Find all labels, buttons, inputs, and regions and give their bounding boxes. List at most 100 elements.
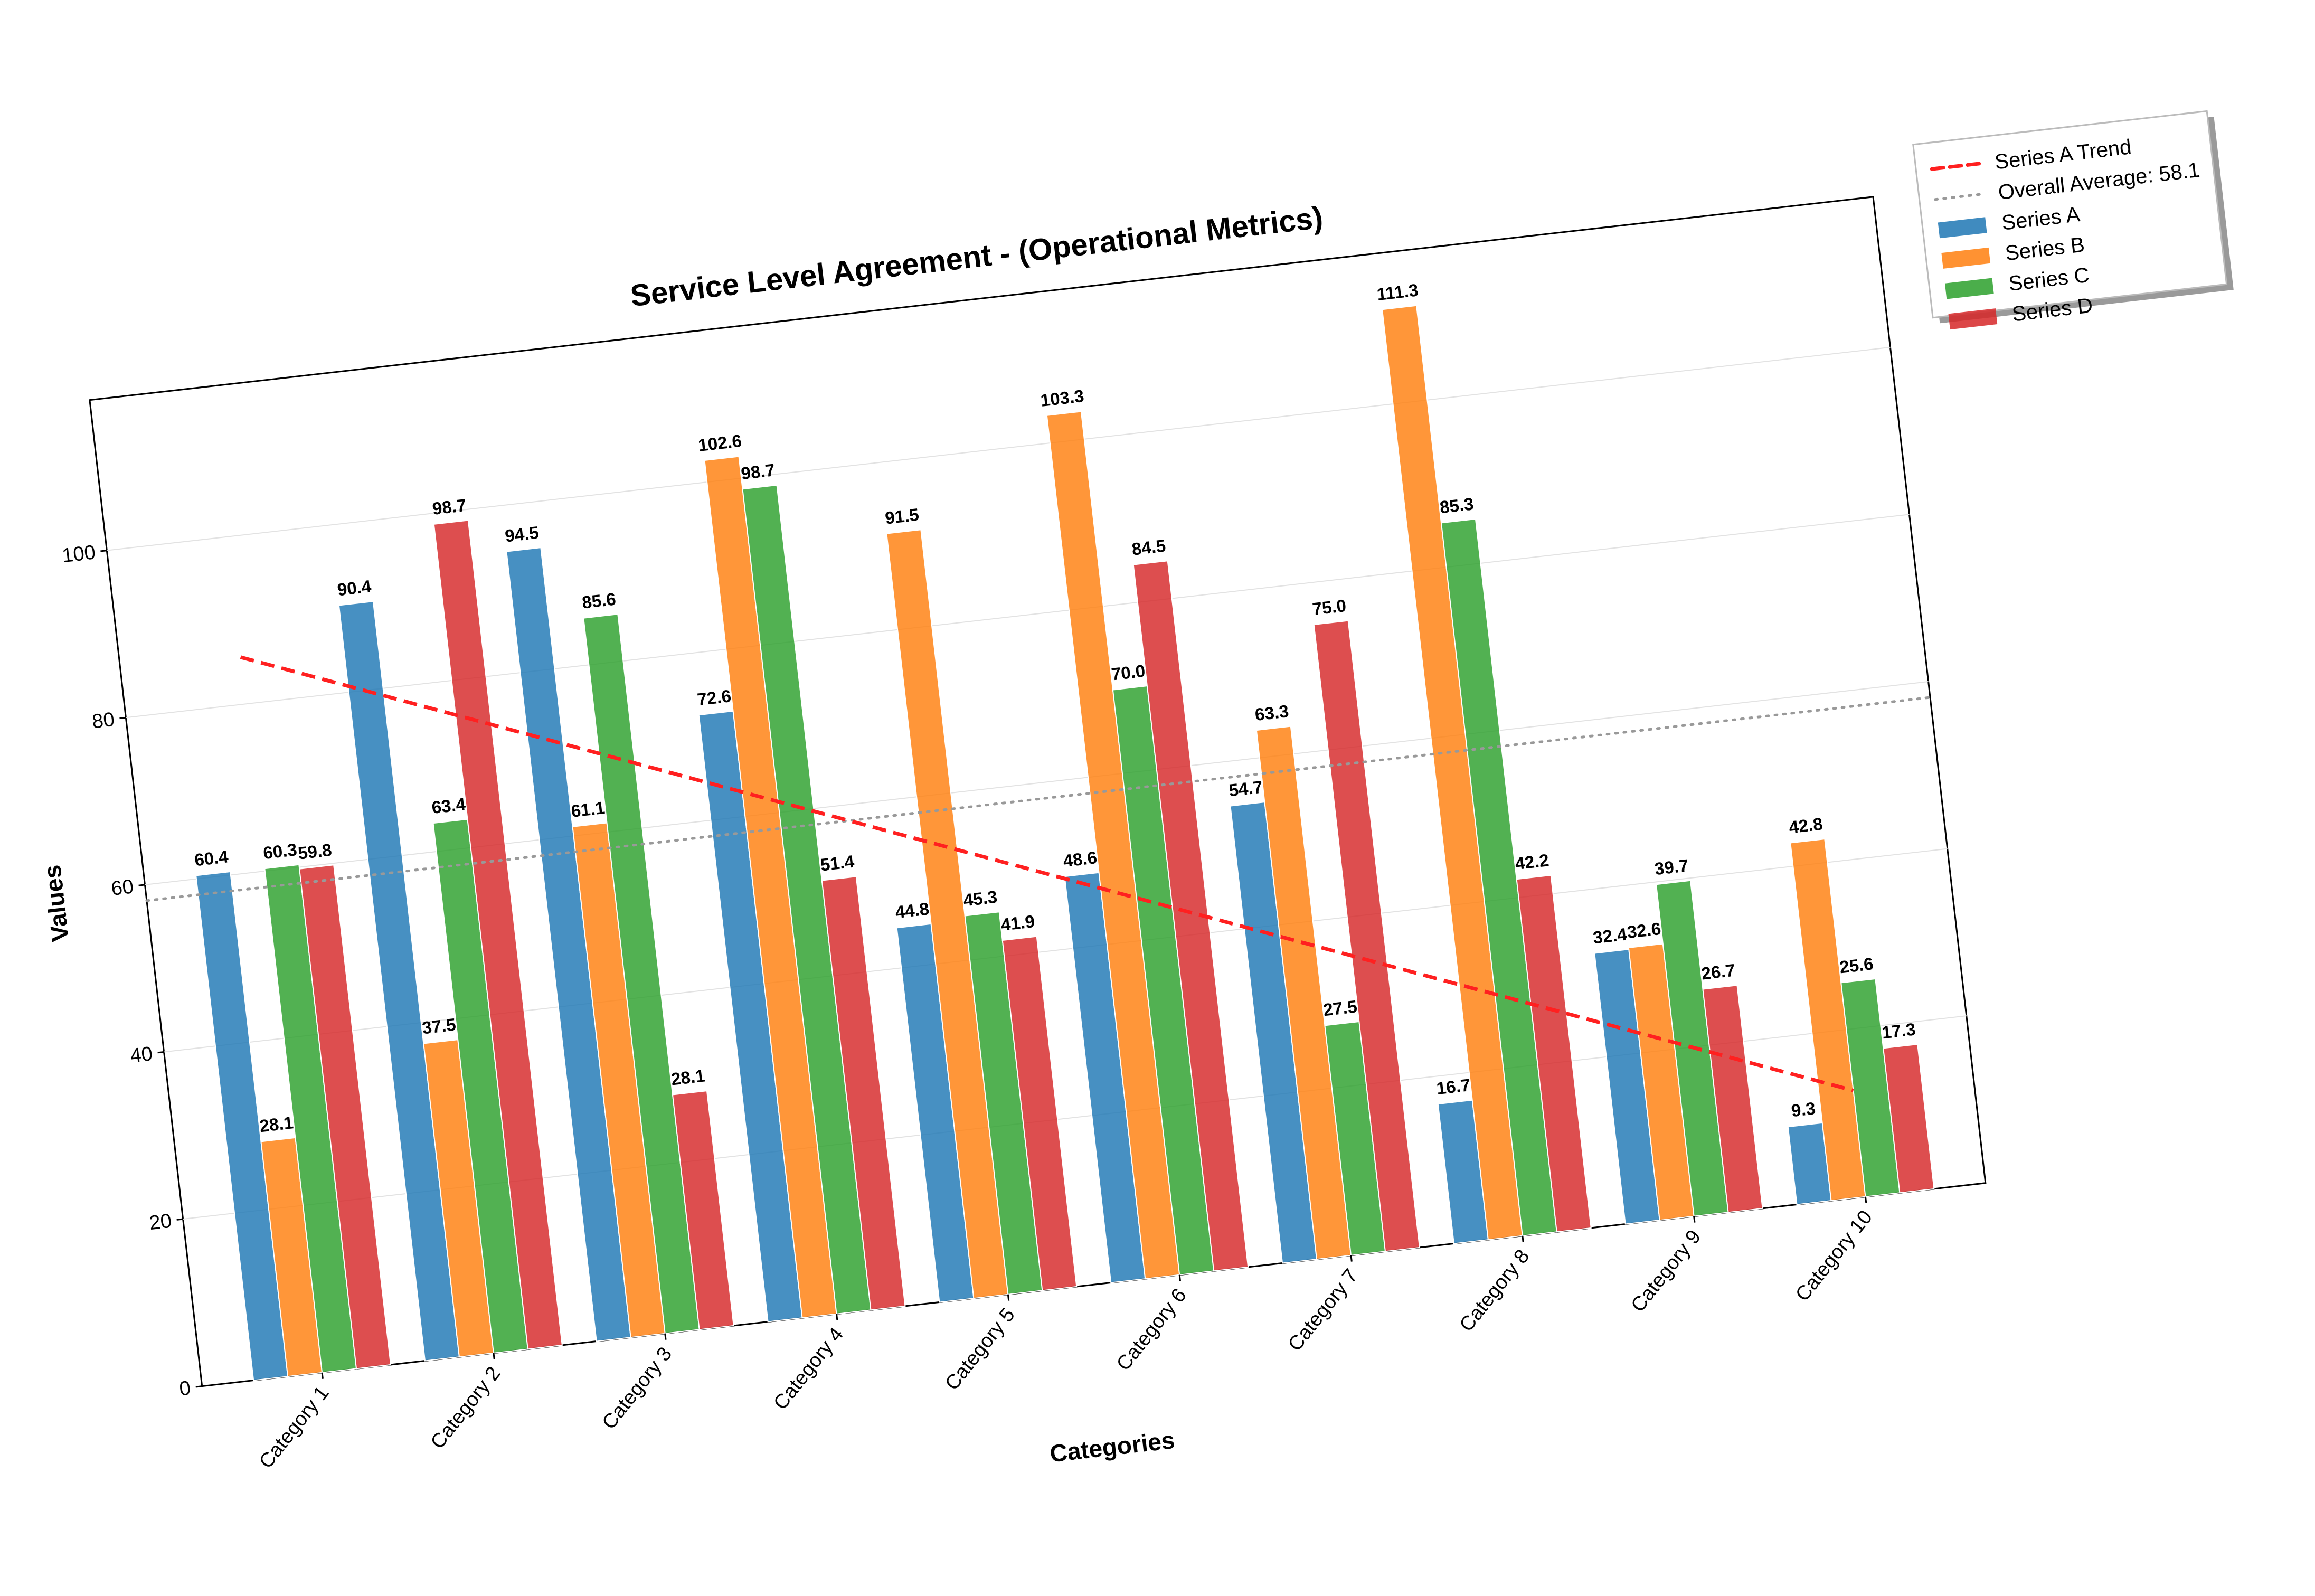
bar (886, 529, 1009, 1299)
data-label: 44.8 (894, 899, 930, 922)
x-tick-mark (1178, 1274, 1182, 1281)
data-label: 48.6 (1062, 847, 1098, 871)
legend-patch-swatch (1948, 308, 1998, 330)
average-line (145, 696, 1932, 902)
bars (195, 305, 1935, 1381)
y-tick-mark (119, 716, 126, 720)
x-tick-mark (321, 1372, 324, 1379)
data-label: 98.7 (740, 460, 776, 483)
data-label: 72.6 (696, 686, 732, 709)
x-tick-mark (664, 1333, 667, 1340)
x-tick-label: Category 7 (1284, 1265, 1363, 1356)
y-tick-label: 20 (148, 1210, 173, 1235)
data-label: 45.3 (962, 887, 998, 910)
x-tick-label: Category 6 (1112, 1285, 1191, 1375)
bar (1132, 560, 1249, 1272)
x-tick-label: Category 5 (941, 1304, 1019, 1395)
y-axis-ticks: 0 20 40 60 80 100 (61, 541, 202, 1400)
data-labels: 60.4 90.4 94.5 72.6 44.8 48.6 54.7 16.7 32.4 9.3 2… (193, 280, 1916, 1136)
x-tick-label: Category 3 (598, 1343, 677, 1434)
data-label: 32.4 (1592, 924, 1628, 947)
data-label: 28.1 (670, 1065, 706, 1089)
y-tick-label: 80 (91, 709, 116, 733)
bar (1001, 936, 1078, 1291)
data-label: 85.3 (1439, 494, 1475, 517)
reference-lines (145, 655, 1932, 1092)
y-tick-mark (176, 1218, 183, 1221)
data-label: 70.0 (1110, 661, 1146, 684)
legend-line-swatch (1930, 162, 1981, 171)
data-label: 42.8 (1788, 814, 1823, 837)
data-label: 28.1 (259, 1112, 295, 1136)
bar (821, 876, 906, 1311)
data-label: 39.7 (1653, 855, 1689, 879)
gridline (126, 514, 1910, 719)
bar (299, 864, 392, 1370)
y-tick-mark (195, 1385, 202, 1388)
legend-patch-swatch (1938, 217, 1987, 239)
data-label: 26.7 (1700, 960, 1736, 984)
bar (1702, 985, 1763, 1213)
data-label: 84.5 (1131, 536, 1167, 559)
data-label: 16.7 (1435, 1075, 1471, 1098)
gridline (107, 346, 1891, 551)
x-tick-label: Category 10 (1791, 1206, 1877, 1306)
data-label: 17.3 (1881, 1019, 1916, 1042)
legend-patch-swatch (1944, 278, 1994, 299)
data-label: 41.9 (1000, 911, 1036, 934)
data-label: 85.6 (581, 589, 617, 612)
data-label: 27.5 (1322, 996, 1358, 1019)
x-tick-label: Category 2 (427, 1363, 505, 1453)
data-label: 111.3 (1376, 280, 1420, 304)
x-tick-label: Category 4 (769, 1324, 848, 1414)
data-label: 54.7 (1228, 777, 1264, 800)
y-tick-label: 100 (61, 541, 97, 567)
data-label: 51.4 (819, 852, 856, 875)
data-label: 94.5 (504, 523, 540, 546)
data-label: 42.2 (1514, 850, 1550, 873)
x-tick-mark (1864, 1196, 1867, 1203)
data-label: 60.3 (262, 839, 298, 863)
bar (195, 871, 289, 1381)
data-label: 9.3 (1790, 1098, 1817, 1120)
data-label: 61.1 (570, 798, 606, 821)
data-label: 63.3 (1254, 701, 1290, 724)
data-label: 60.4 (193, 846, 230, 870)
legend-box (1912, 110, 2228, 319)
data-label: 90.4 (336, 576, 373, 599)
y-tick-label: 60 (110, 875, 135, 900)
legend-line-swatch (1934, 193, 1984, 201)
bar (1255, 725, 1352, 1260)
bar (1440, 518, 1557, 1236)
x-tick-mark (1350, 1255, 1353, 1262)
data-label: 32.6 (1626, 919, 1662, 942)
data-label: 98.7 (431, 495, 467, 518)
data-label: 59.8 (297, 840, 333, 863)
y-tick-label: 40 (129, 1043, 154, 1068)
bar (338, 601, 460, 1362)
y-tick-label: 0 (178, 1377, 192, 1400)
y-axis-title: Values (38, 864, 74, 943)
bar (583, 613, 700, 1334)
x-tick-label: Category 1 (255, 1382, 334, 1473)
x-tick-label: Category 8 (1456, 1245, 1534, 1336)
data-label: 63.4 (431, 794, 467, 817)
legend-patch-swatch (1941, 247, 1991, 269)
data-label: 25.6 (1838, 953, 1874, 977)
x-tick-mark (1693, 1216, 1696, 1223)
bar (1516, 874, 1592, 1233)
bar (672, 1090, 734, 1330)
data-label: 75.0 (1311, 596, 1347, 619)
x-axis-title: Categories (1048, 1426, 1176, 1468)
x-tick-label: Category 9 (1627, 1226, 1706, 1317)
data-label: 37.5 (421, 1014, 457, 1037)
plot-area-group: 60.4 90.4 94.5 72.6 44.8 48.6 54.7 16.7 32.4 9.3 2… (38, 196, 1987, 1473)
bar (1883, 1043, 1935, 1194)
trend-line (240, 655, 1854, 1092)
bar (433, 520, 563, 1350)
bar (1313, 620, 1421, 1252)
data-label: 91.5 (884, 505, 920, 528)
